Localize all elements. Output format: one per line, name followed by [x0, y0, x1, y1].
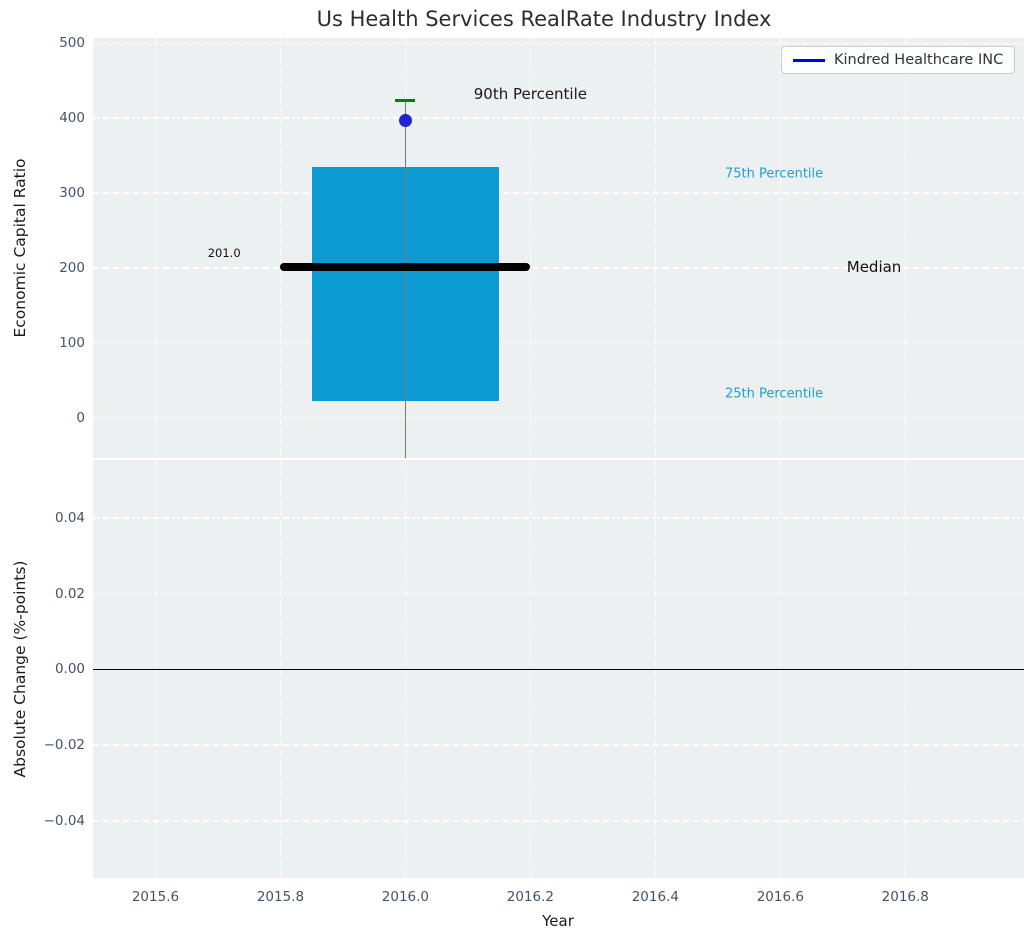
y-tick-label: 400 [59, 110, 85, 127]
y-tick-label: 200 [59, 259, 85, 276]
median-line [280, 263, 531, 272]
x-tick-label: 2016.6 [756, 889, 804, 905]
x-tick-label: 2015.6 [131, 889, 180, 905]
grid-line-horizontal [93, 820, 1024, 822]
grid-line-horizontal [93, 342, 1024, 344]
y-tick-label: 500 [59, 35, 85, 52]
grid-line-horizontal [93, 42, 1024, 44]
grid-line-horizontal [93, 416, 1024, 419]
grid-line-horizontal [93, 267, 1024, 269]
y-tick-label: 100 [59, 334, 85, 351]
x-tick-label: 2016.8 [881, 889, 929, 905]
y-tick-label: 0.02 [54, 585, 85, 602]
chart-title: Us Health Services RealRate Industry Ind… [316, 7, 772, 31]
grid-line-vertical [279, 38, 282, 458]
y-tick-label: −0.02 [43, 737, 85, 754]
grid-line-horizontal [93, 117, 1024, 119]
legend-line-icon [793, 58, 825, 62]
grid-line-horizontal [93, 592, 1024, 595]
annotation-90th-percentile: 90th Percentile [473, 85, 587, 104]
x-tick-label: 2016.2 [506, 889, 554, 905]
y-tick-label: −0.04 [43, 812, 85, 829]
grid-line-horizontal [93, 192, 1024, 194]
top-axes: 90th Percentile 75th Percentile Median 25th… [93, 38, 1024, 458]
grid-line-horizontal [93, 744, 1024, 746]
annotation-median: Median [846, 258, 902, 277]
annotation-75th-percentile: 75th Percentile [724, 166, 824, 181]
x-tick-label: 2016.0 [381, 889, 430, 905]
x-tick-label: 2015.8 [256, 889, 305, 905]
legend-label: Kindred Healthcare INC [834, 52, 1004, 68]
company-marker [398, 113, 412, 127]
grid-line-vertical [654, 38, 657, 458]
y-tick-label: 0.00 [54, 661, 85, 678]
center-line [404, 100, 407, 458]
legend: Kindred Healthcare INC [781, 46, 1016, 74]
y-tick-label: 0 [76, 409, 85, 426]
p90-whisker-cap [395, 99, 416, 103]
annotation-median-value: 201.0 [207, 245, 241, 260]
y-tick-label: 300 [59, 184, 85, 201]
zero-line [93, 668, 1024, 671]
x-axis-label: Year [542, 912, 574, 930]
annotation-25th-percentile: 25th Percentile [724, 386, 824, 402]
x-tick-label: 2016.4 [631, 889, 679, 905]
grid-line-vertical [154, 38, 157, 458]
grid-line-vertical [904, 38, 906, 458]
grid-line-vertical [779, 38, 781, 458]
grid-line-vertical [529, 38, 532, 458]
grid-line-horizontal [93, 517, 1024, 519]
bottom-axes [93, 460, 1024, 878]
y-tick-label: 0.04 [54, 509, 85, 526]
